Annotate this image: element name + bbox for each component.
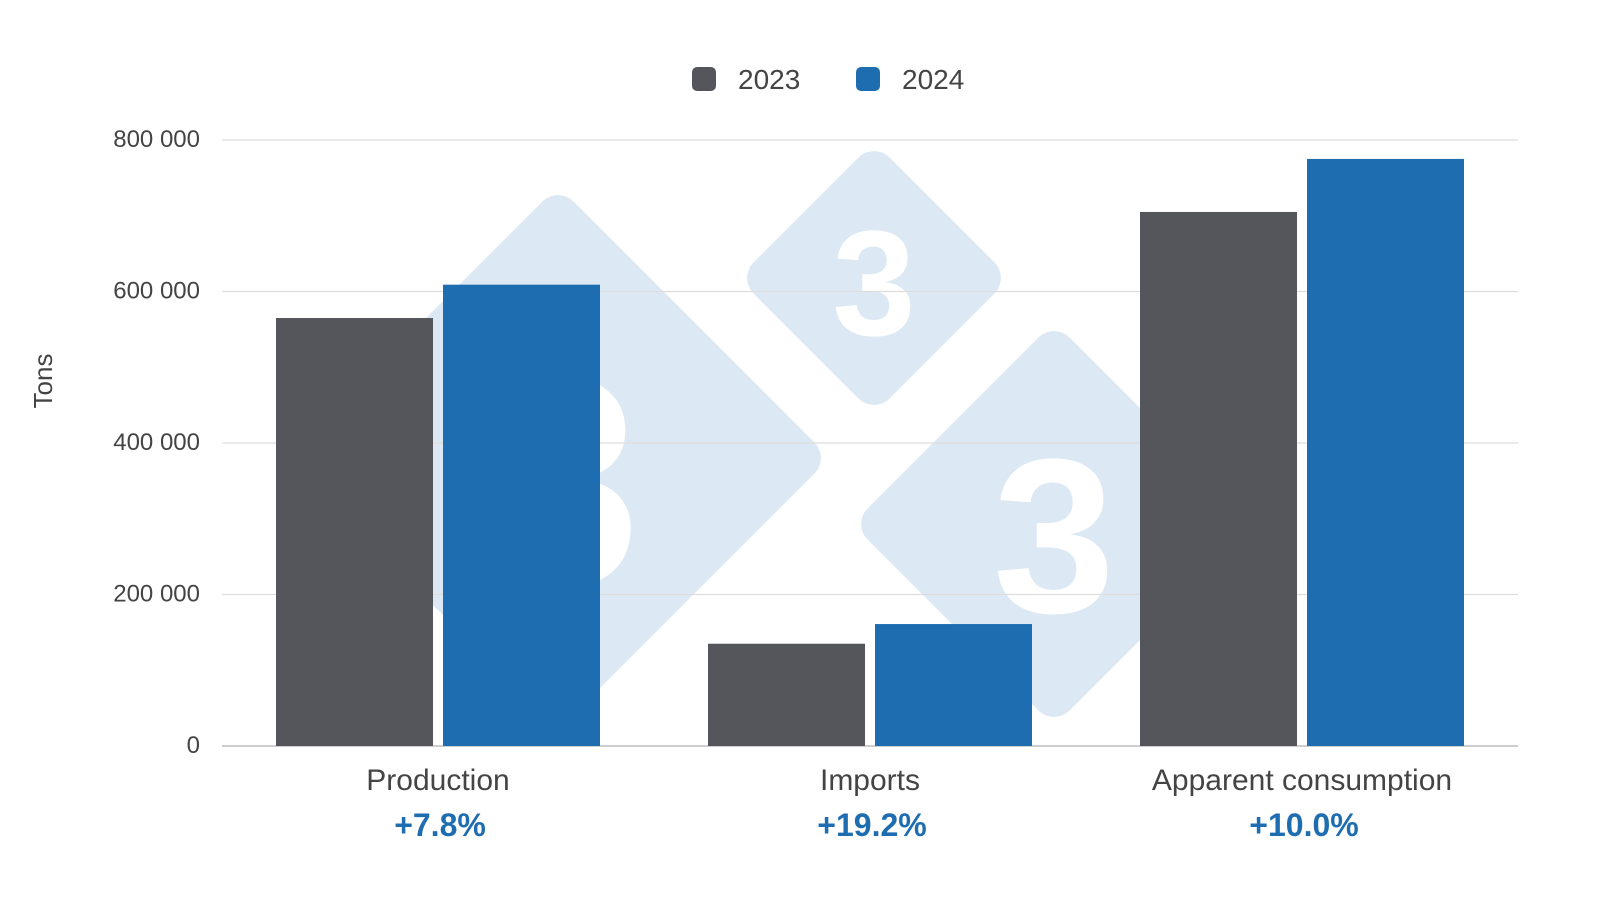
legend-swatch-2024 bbox=[856, 67, 880, 91]
x-category-label: Imports bbox=[820, 764, 920, 797]
legend: 2023 2024 bbox=[692, 64, 964, 95]
bar-2023-imports bbox=[708, 643, 865, 746]
watermark-diamond bbox=[747, 151, 1001, 405]
axes: 0 200 000 400 000 600 000 800 000 Tons Product… bbox=[28, 126, 1452, 843]
category-change-label: +19.2% bbox=[817, 807, 926, 843]
legend-label-2024: 2024 bbox=[902, 64, 964, 95]
category-change-label: +10.0% bbox=[1249, 807, 1358, 843]
watermark-glyph: 3 bbox=[993, 413, 1115, 659]
legend-swatch-2023 bbox=[692, 67, 716, 91]
y-tick-label: 0 bbox=[187, 732, 200, 759]
grid-lines bbox=[222, 139, 1518, 747]
y-tick-label: 400 000 bbox=[113, 429, 200, 456]
bar-2023-production bbox=[276, 318, 433, 746]
bar-2024-imports bbox=[875, 624, 1032, 746]
bars bbox=[276, 158, 1464, 746]
legend-label-2023: 2023 bbox=[738, 64, 800, 95]
x-category-label: Apparent consumption bbox=[1152, 764, 1452, 797]
y-tick-label: 200 000 bbox=[113, 581, 200, 608]
y-axis-label: Tons bbox=[28, 354, 58, 409]
bar-2024-production bbox=[443, 284, 600, 746]
watermark-glyph: 3 bbox=[832, 199, 915, 367]
x-category-label: Production bbox=[366, 764, 509, 797]
bar-2024-apparent-consumption bbox=[1307, 158, 1464, 746]
y-tick-label: 600 000 bbox=[113, 278, 200, 305]
y-tick-label: 800 000 bbox=[113, 126, 200, 153]
bar-2023-apparent-consumption bbox=[1140, 211, 1297, 746]
category-change-label: +7.8% bbox=[394, 807, 486, 843]
